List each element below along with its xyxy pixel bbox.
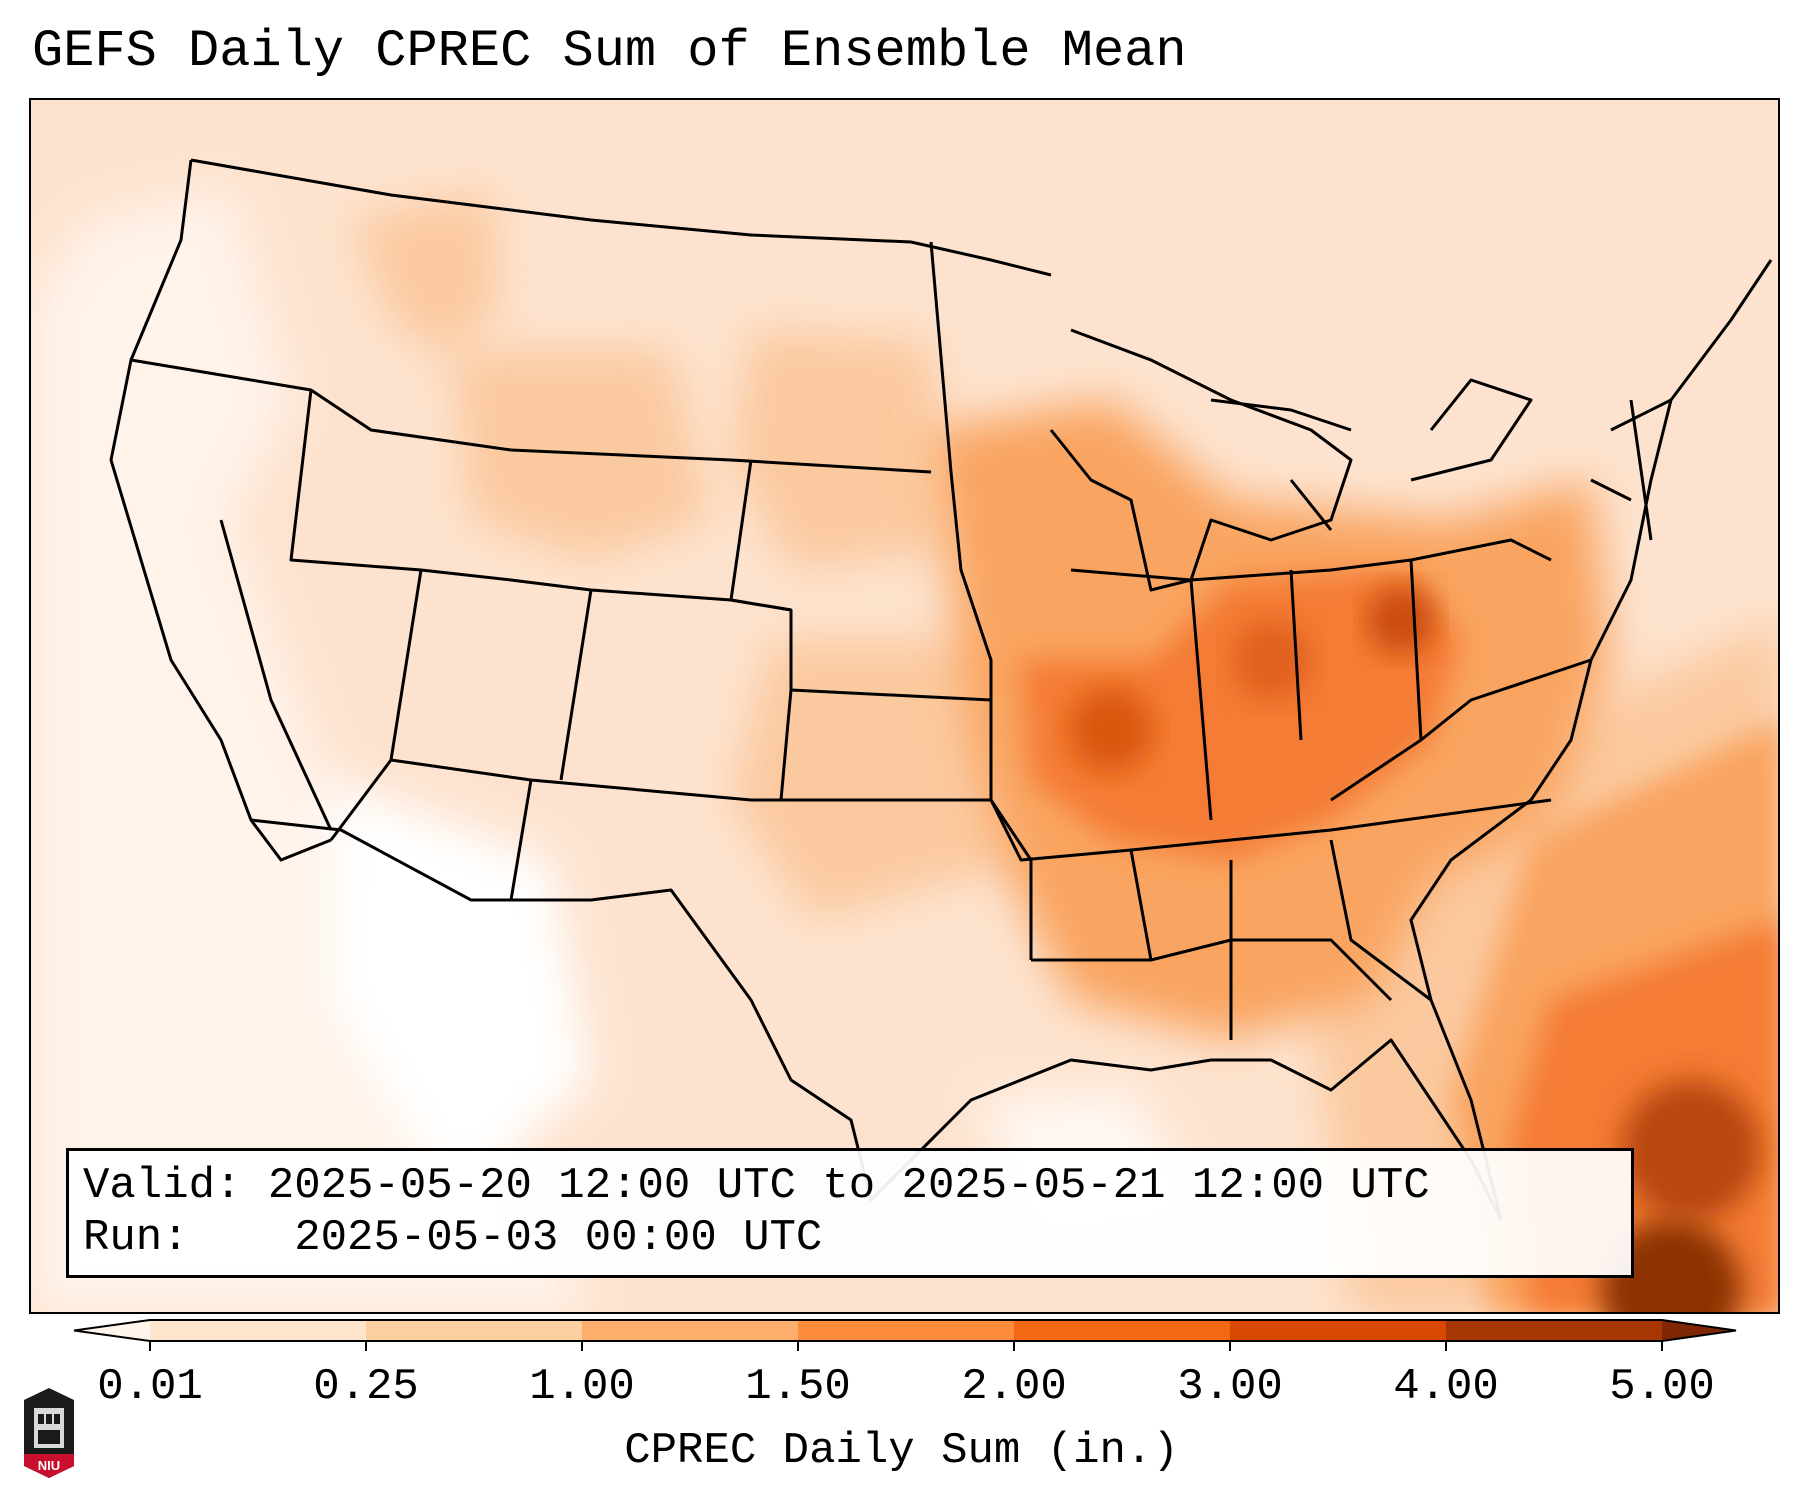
map-canvas <box>31 100 1778 1312</box>
colorbar-tick-label: 0.25 <box>313 1362 419 1412</box>
precipitation-map <box>29 98 1780 1314</box>
map-title: GEFS Daily CPREC Sum of Ensemble Mean <box>32 22 1187 81</box>
run-line: Run: 2025-05-03 00:00 UTC <box>83 1213 822 1263</box>
colorbar-segment <box>366 1320 583 1341</box>
niu-tower-logo-icon: NIU <box>24 1388 74 1478</box>
run-label: Run: <box>83 1213 189 1263</box>
colorbar-tick-label: 0.01 <box>97 1362 203 1412</box>
colorbar-segment <box>582 1320 799 1341</box>
run-value: 2025-05-03 00:00 UTC <box>294 1213 823 1263</box>
precip-field <box>31 100 1778 1312</box>
colorbar-segment <box>798 1320 1015 1341</box>
colorbar-extend-low <box>74 1320 150 1341</box>
colorbar-extend-high <box>1662 1320 1736 1341</box>
info-box: Valid: 2025-05-20 12:00 UTC to 2025-05-2… <box>66 1148 1634 1278</box>
colorbar-tick-label: 1.00 <box>529 1362 635 1412</box>
colorbar-tick-label: 5.00 <box>1609 1362 1715 1412</box>
colorbar <box>73 1319 1737 1351</box>
state-borders <box>109 158 1773 1221</box>
colorbar-tick-label: 4.00 <box>1393 1362 1499 1412</box>
logo-text: NIU <box>38 1458 60 1473</box>
colorbar-segment <box>150 1320 367 1341</box>
colorbar-segment <box>1014 1320 1231 1341</box>
valid-value: 2025-05-20 12:00 UTC to 2025-05-21 12:00… <box>267 1161 1430 1211</box>
valid-line: Valid: 2025-05-20 12:00 UTC to 2025-05-2… <box>83 1161 1430 1211</box>
colorbar-tick-label: 1.50 <box>745 1362 851 1412</box>
colorbar-label: CPREC Daily Sum (in.) <box>624 1426 1179 1476</box>
valid-label: Valid: <box>83 1161 242 1211</box>
colorbar-tick-label: 3.00 <box>1177 1362 1283 1412</box>
colorbar-segment <box>1230 1320 1447 1341</box>
colorbar-tick-label: 2.00 <box>961 1362 1067 1412</box>
colorbar-segment <box>1446 1320 1663 1341</box>
